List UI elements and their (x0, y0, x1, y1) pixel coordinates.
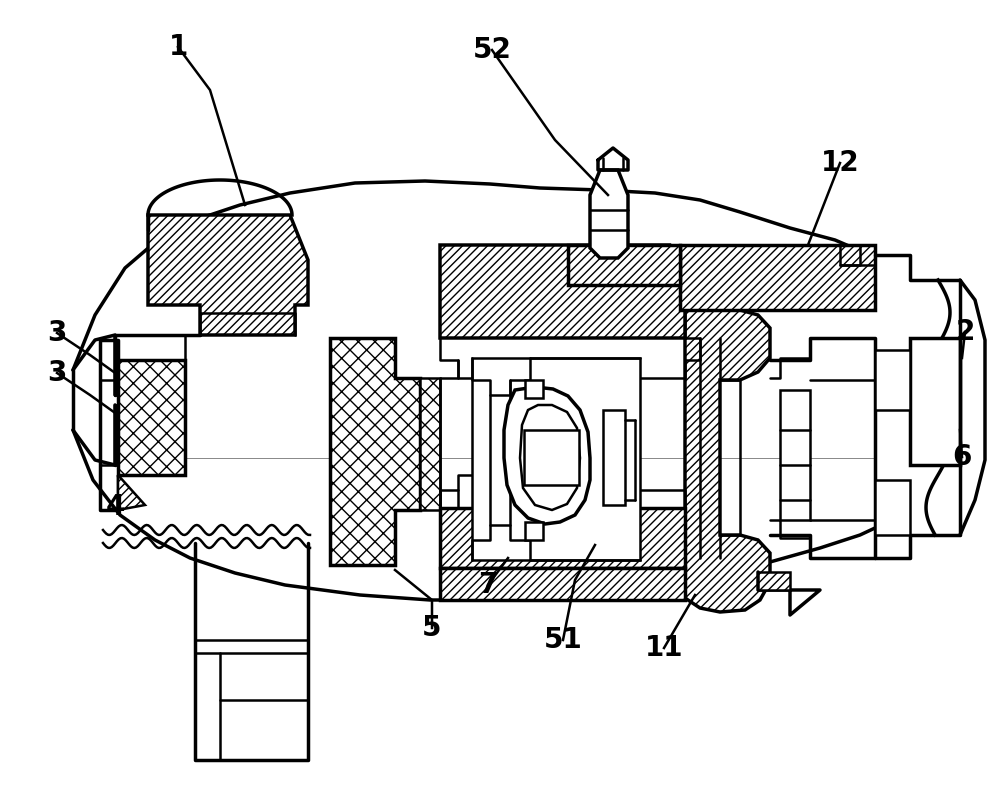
Polygon shape (520, 405, 580, 510)
Bar (780, 390, 810, 520)
Text: 11: 11 (645, 634, 683, 662)
Polygon shape (440, 568, 685, 600)
Text: 2: 2 (955, 318, 975, 346)
Polygon shape (118, 360, 185, 475)
Text: 6: 6 (952, 443, 972, 471)
Text: 3: 3 (47, 319, 67, 347)
Polygon shape (330, 338, 420, 565)
Text: 4: 4 (105, 493, 125, 521)
Polygon shape (420, 378, 440, 510)
Bar (875, 350, 910, 410)
Text: 5: 5 (422, 614, 442, 642)
Polygon shape (440, 568, 685, 600)
Polygon shape (685, 310, 770, 612)
Polygon shape (680, 245, 875, 310)
Text: 3: 3 (47, 359, 67, 387)
Polygon shape (440, 508, 685, 568)
Bar (524, 430, 579, 485)
Text: 1: 1 (168, 33, 188, 61)
Polygon shape (504, 387, 590, 524)
Bar (910, 338, 960, 465)
Polygon shape (472, 358, 640, 560)
Polygon shape (758, 572, 790, 590)
Text: 12: 12 (821, 149, 859, 177)
Text: 52: 52 (473, 36, 511, 64)
Polygon shape (568, 245, 680, 285)
Bar (525, 380, 543, 398)
Bar (603, 410, 625, 505)
Polygon shape (590, 170, 628, 258)
Text: 7: 7 (478, 571, 498, 599)
Polygon shape (440, 245, 685, 338)
Text: 51: 51 (544, 626, 582, 654)
Bar (525, 522, 543, 540)
Polygon shape (118, 475, 145, 510)
Polygon shape (148, 215, 308, 335)
Bar (875, 480, 910, 535)
